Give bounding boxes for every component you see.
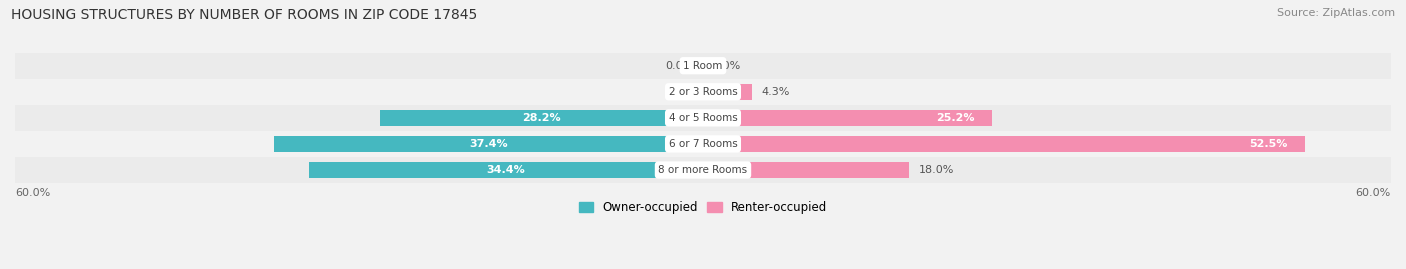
Text: 0.0%: 0.0%: [665, 87, 693, 97]
Text: 60.0%: 60.0%: [1355, 188, 1391, 198]
Text: 18.0%: 18.0%: [918, 165, 953, 175]
Bar: [15, 53, 1391, 79]
Bar: [15, 105, 1391, 131]
Text: 2 or 3 Rooms: 2 or 3 Rooms: [669, 87, 737, 97]
Bar: [274, 136, 703, 152]
Text: 34.4%: 34.4%: [486, 165, 526, 175]
Text: 60.0%: 60.0%: [15, 188, 51, 198]
Text: 0.0%: 0.0%: [713, 61, 741, 71]
Text: 4 or 5 Rooms: 4 or 5 Rooms: [669, 113, 737, 123]
Text: 28.2%: 28.2%: [522, 113, 561, 123]
Bar: [15, 157, 1391, 183]
Text: Source: ZipAtlas.com: Source: ZipAtlas.com: [1277, 8, 1395, 18]
Bar: [703, 84, 752, 100]
Text: 8 or more Rooms: 8 or more Rooms: [658, 165, 748, 175]
Bar: [703, 162, 910, 178]
Text: 1 Room: 1 Room: [683, 61, 723, 71]
Bar: [380, 110, 703, 126]
Text: 4.3%: 4.3%: [762, 87, 790, 97]
Text: 6 or 7 Rooms: 6 or 7 Rooms: [669, 139, 737, 149]
Bar: [15, 131, 1391, 157]
Text: 37.4%: 37.4%: [470, 139, 508, 149]
Bar: [703, 136, 1305, 152]
Text: HOUSING STRUCTURES BY NUMBER OF ROOMS IN ZIP CODE 17845: HOUSING STRUCTURES BY NUMBER OF ROOMS IN…: [11, 8, 478, 22]
Text: 52.5%: 52.5%: [1250, 139, 1288, 149]
Legend: Owner-occupied, Renter-occupied: Owner-occupied, Renter-occupied: [579, 201, 827, 214]
Bar: [15, 79, 1391, 105]
Bar: [703, 110, 993, 126]
Text: 25.2%: 25.2%: [936, 113, 974, 123]
Text: 0.0%: 0.0%: [665, 61, 693, 71]
Bar: [308, 162, 703, 178]
